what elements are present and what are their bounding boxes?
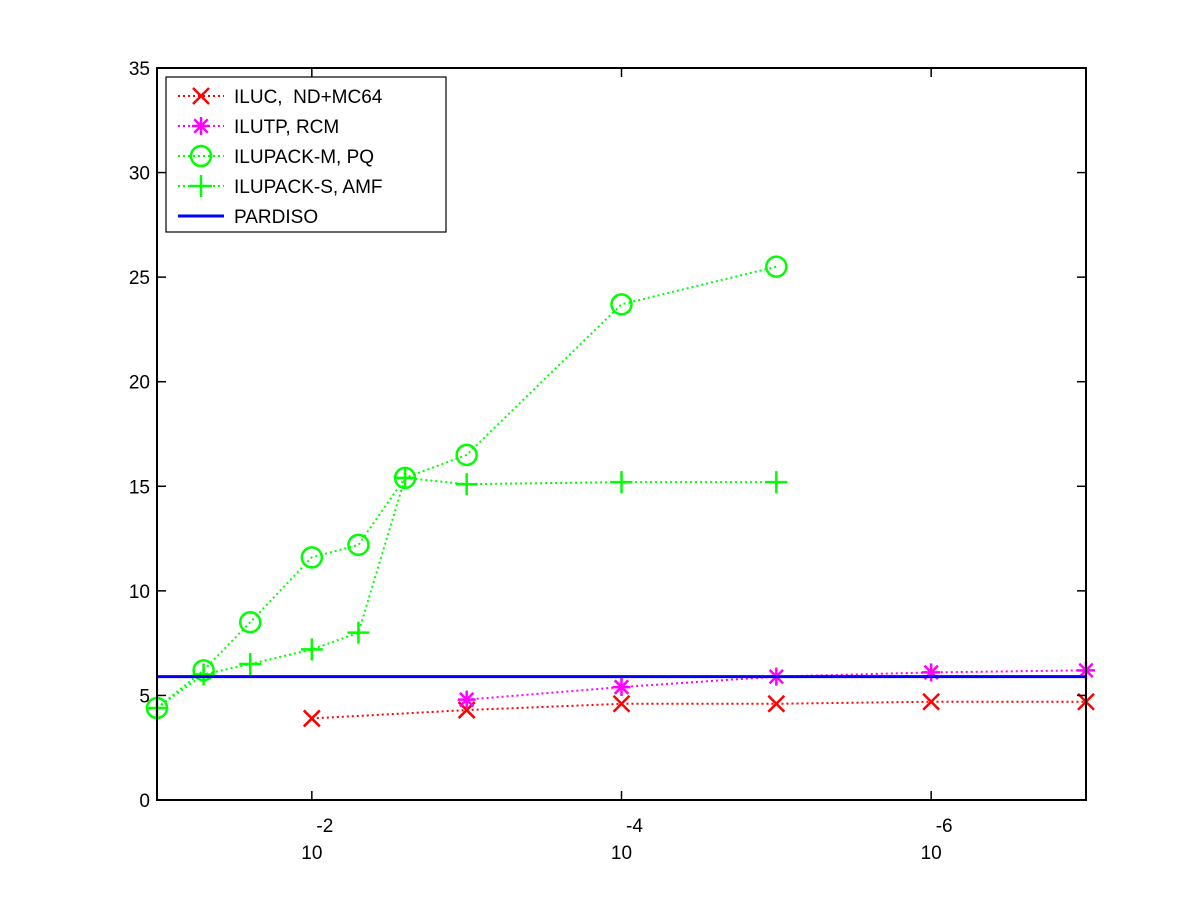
ticks-layer: 0 5 10 15 20 25 30 35 10 -2 10 -4 10 -6 (129, 59, 1086, 864)
data-point (300, 546, 324, 569)
data-point (765, 471, 788, 494)
data-point (455, 443, 478, 467)
y-tick-label: 5 (139, 686, 150, 707)
legend-label: ILUTP, RCM (234, 117, 339, 138)
data-point (300, 638, 323, 661)
y-tick-label: 30 (129, 164, 150, 185)
data-point (767, 694, 786, 713)
x-tick-label-base: 10 (301, 843, 322, 864)
y-tick-label: 0 (139, 791, 150, 812)
data-point (765, 255, 788, 278)
data-point (610, 471, 633, 494)
series-4 (146, 466, 788, 719)
legend-label: ILUC, ND+MC64 (234, 87, 383, 108)
legend-box (165, 76, 447, 233)
y-tick-label: 35 (129, 59, 150, 80)
legend-entry-3: ILUPACK-M, PQ (178, 144, 374, 168)
legend-marker (192, 117, 210, 135)
legend-label: PARDISO (234, 207, 318, 228)
series-line-1 (311, 700, 1086, 720)
x-tick-label-exponent: -6 (936, 816, 953, 837)
data-point (394, 466, 417, 489)
data-point (302, 709, 321, 728)
x-tick-label-exponent: -4 (626, 816, 643, 837)
data-point (347, 621, 370, 644)
y-tick-label: 25 (129, 268, 150, 289)
legend-entry-4: ILUPACK-S, AMF (178, 175, 383, 198)
legend-marker (189, 144, 213, 168)
data-point (347, 533, 370, 557)
data-point (238, 610, 262, 634)
y-tick-label: 10 (129, 582, 150, 603)
legend-label: ILUPACK-M, PQ (234, 147, 374, 168)
data-point (922, 692, 941, 711)
legend-marker (192, 87, 210, 105)
series-line-3 (156, 265, 777, 709)
data-point (612, 694, 631, 713)
x-tick-label-exponent: -2 (316, 816, 333, 837)
legend-label: ILUPACK-S, AMF (234, 177, 383, 198)
data-point (455, 473, 478, 496)
data-point (612, 678, 631, 697)
legend-entry-5: PARDISO (178, 207, 318, 228)
x-tick-label-base: 10 (921, 843, 942, 864)
y-tick-label: 15 (129, 477, 150, 498)
data-point (922, 663, 941, 682)
data-point (192, 663, 215, 686)
legend-marker (190, 175, 212, 197)
data-point (457, 690, 476, 709)
y-tick-label: 20 (129, 373, 150, 394)
legend: ILUC, ND+MC64 ILUTP, RCM ILUPACK-M, PQ ILUP… (165, 76, 447, 233)
series-layer (145, 255, 1095, 728)
data-point (239, 653, 262, 676)
x-tick-label-base: 10 (611, 843, 632, 864)
data-point (610, 293, 633, 316)
legend-entry-1: ILUC, ND+MC64 (178, 87, 383, 108)
legend-entry-2: ILUTP, RCM (178, 117, 339, 138)
